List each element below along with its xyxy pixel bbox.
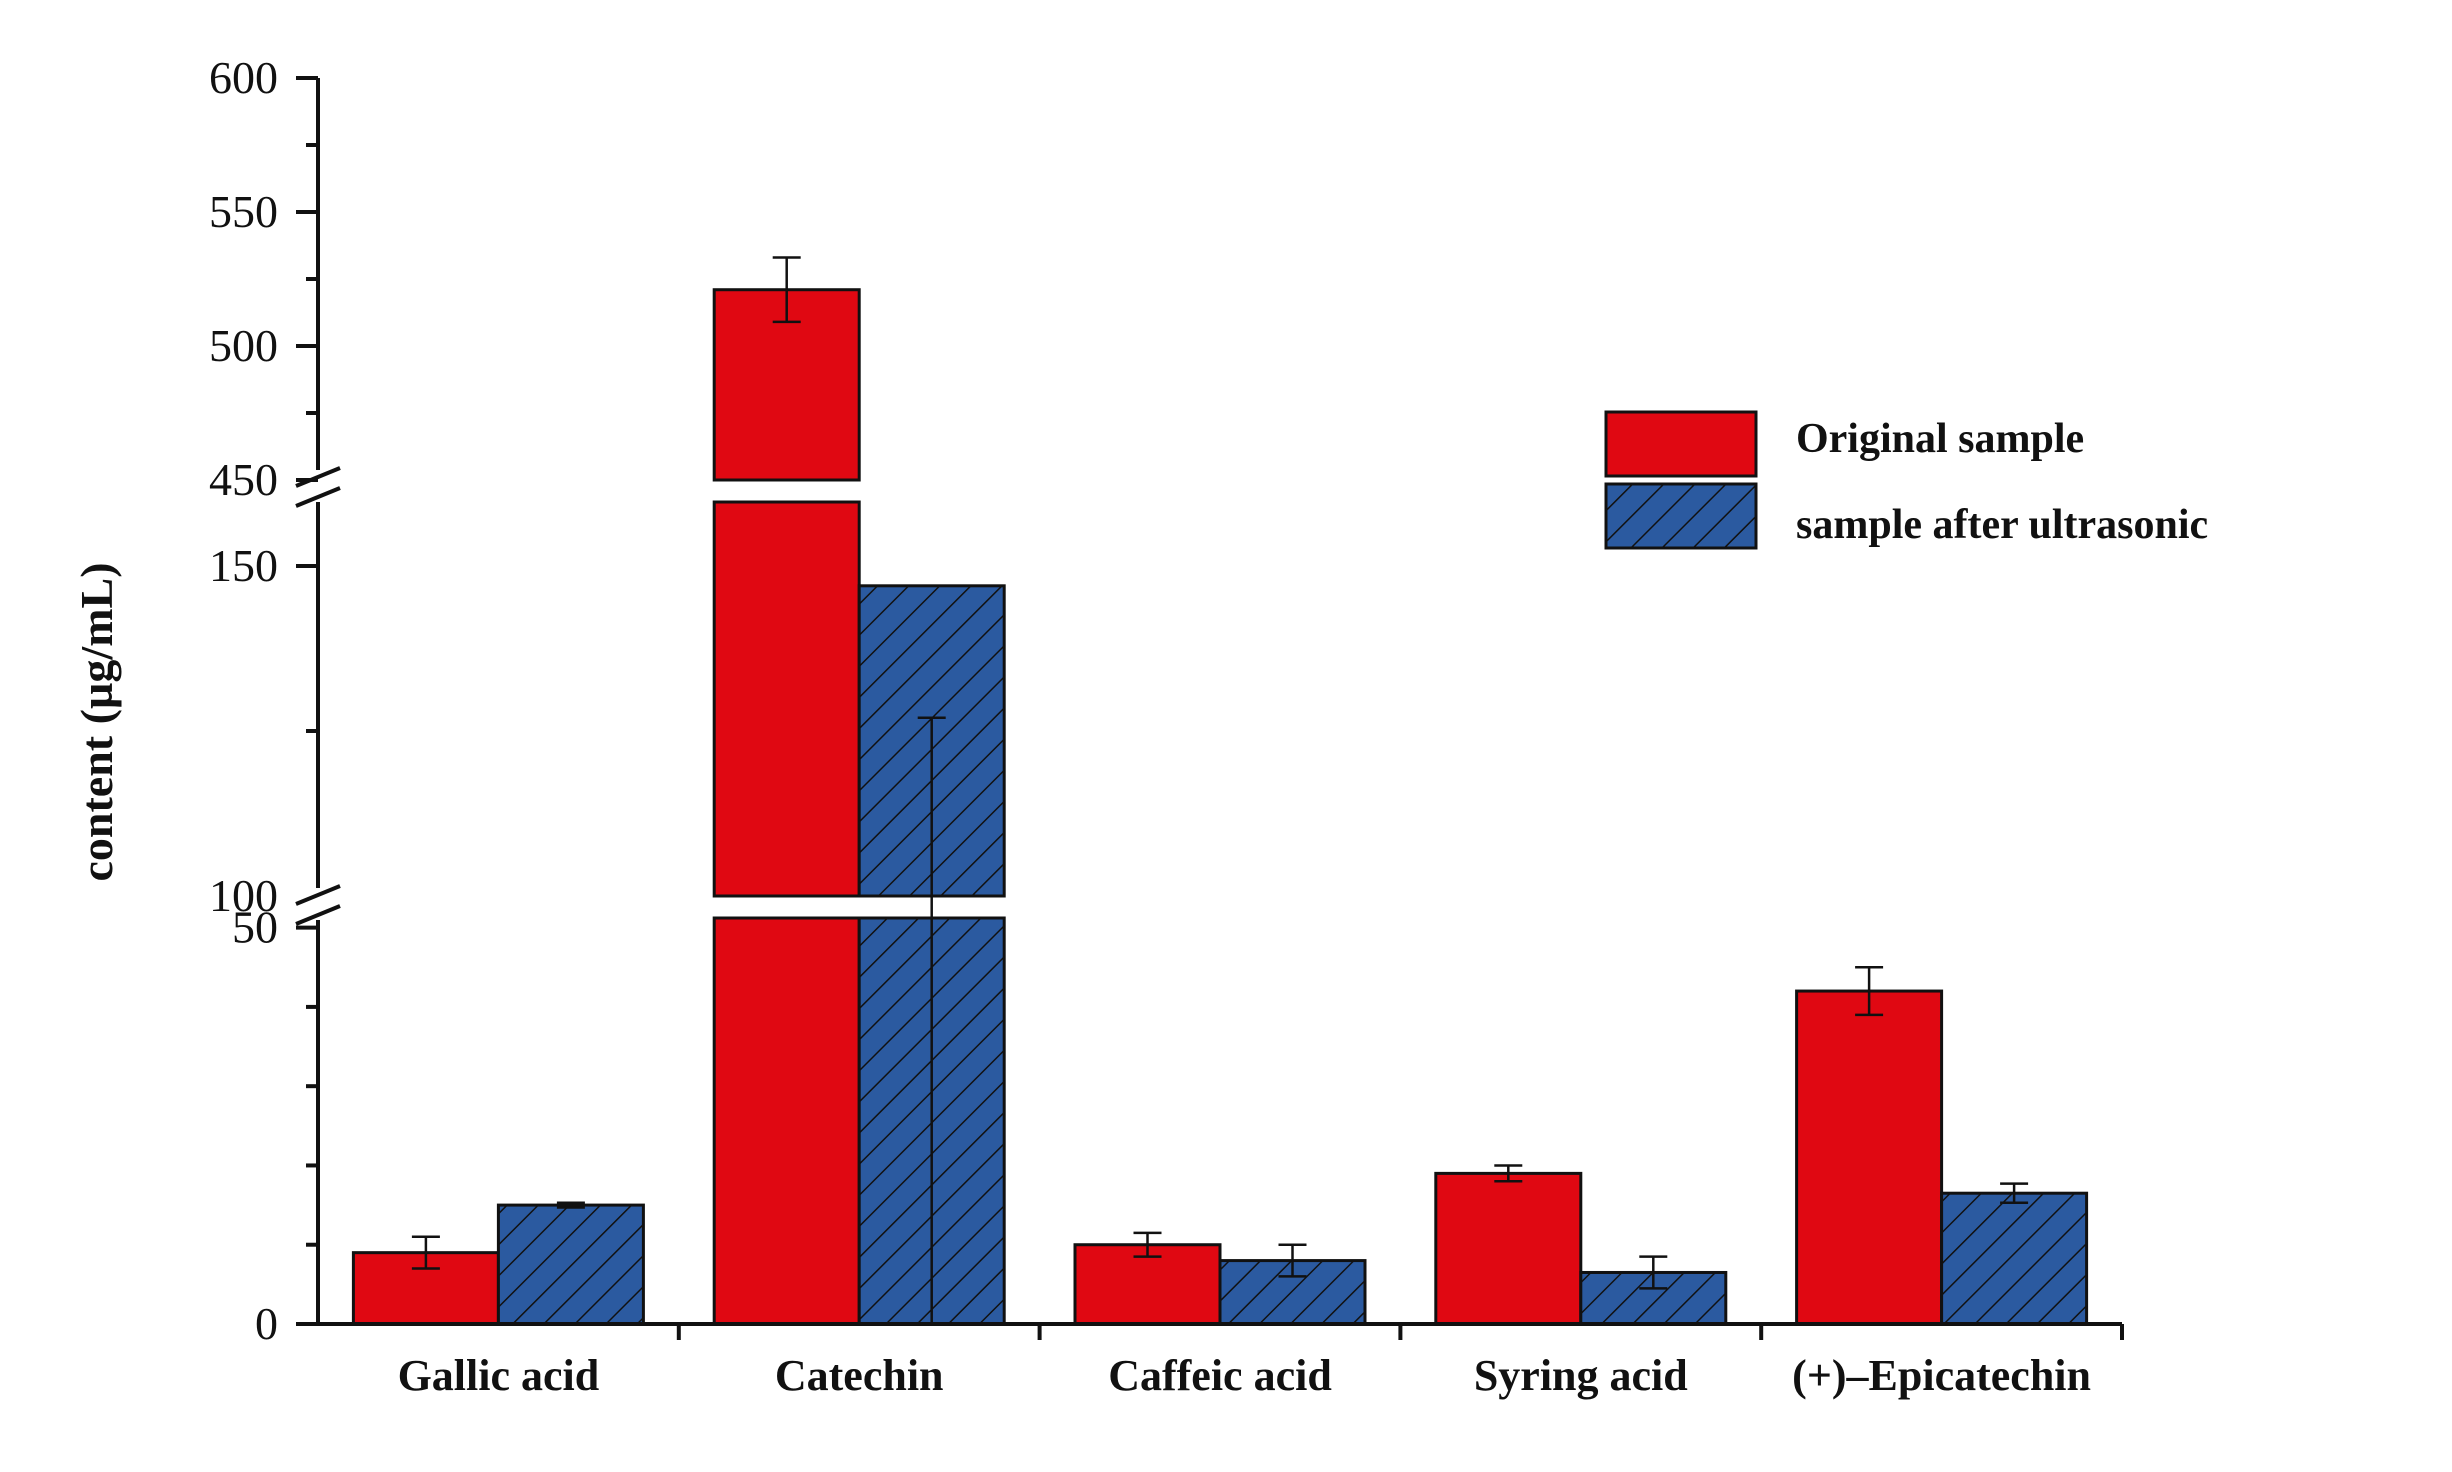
y-tick-label: 100 [209, 870, 278, 921]
axis-break-lower [290, 884, 350, 926]
category-label: Gallic acid [398, 1351, 600, 1400]
legend-label-original: Original sample [1796, 416, 2084, 462]
y-tick-label: 600 [209, 52, 278, 103]
y-axis-label: content (µg/mL) [71, 562, 122, 881]
category-label: (+)–Epicatechin [1792, 1351, 2091, 1400]
labels-layer: content (µg/mL) [71, 562, 122, 881]
bar-original [1795, 989, 1944, 1326]
y-tick-label: 150 [209, 540, 278, 591]
bar-original [1434, 1171, 1583, 1326]
category-label: Catechin [775, 1351, 944, 1400]
category-label: Caffeic acid [1108, 1351, 1332, 1400]
bar-original [712, 916, 861, 1326]
category-label: Syring acid [1474, 1351, 1688, 1400]
bars-layer [351, 256, 2089, 1326]
y-tick-label: 450 [209, 454, 278, 505]
axis-break-upper [290, 466, 350, 508]
bar-ultrasonic [1940, 1191, 2089, 1326]
y-tick-label: 0 [255, 1298, 278, 1349]
bar-original [712, 500, 861, 898]
legend-swatch-original [1604, 410, 1758, 478]
y-tick-label: 50 [232, 902, 278, 953]
y-tick-label: 550 [209, 186, 278, 237]
legend-label-ultrasonic: sample after ultrasonic [1796, 502, 2208, 548]
legend: Original sample sample after ultrasonic [1604, 410, 2208, 550]
bar-ultrasonic [496, 1203, 645, 1326]
y-tick-label: 500 [209, 320, 278, 371]
legend-swatch-ultrasonic [1604, 482, 1758, 550]
